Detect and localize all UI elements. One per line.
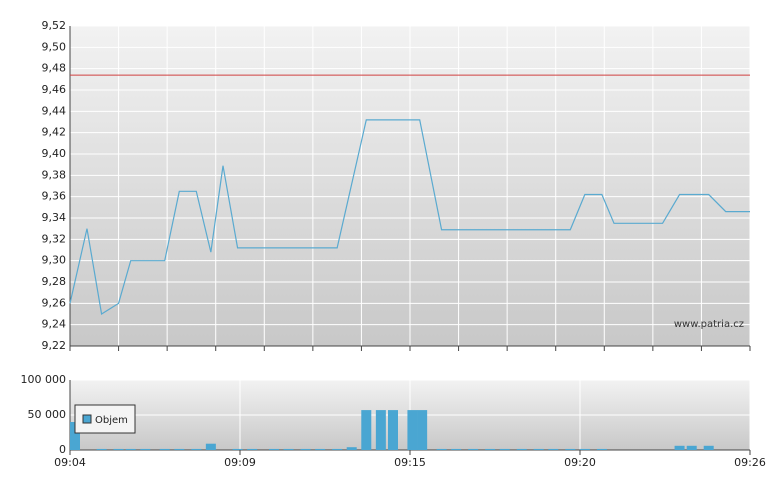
watermark: www.patria.cz <box>674 319 744 330</box>
y-tick-label: 9,34 <box>42 211 67 224</box>
volume-bar <box>70 422 80 450</box>
volume-bar <box>516 448 527 450</box>
y-tick-label: 9,36 <box>42 190 67 203</box>
x-tick-label: 09:26 <box>734 456 766 469</box>
volume-bar <box>388 410 398 450</box>
y-tick-label: 9,50 <box>42 40 67 53</box>
x-tick-label: 09:09 <box>224 456 256 469</box>
volume-bar <box>269 448 279 450</box>
y-tick-label: 9,46 <box>42 83 67 96</box>
volume-bar <box>485 448 496 450</box>
volume-bar <box>205 443 216 450</box>
volume-bar <box>407 410 418 450</box>
volume-bar <box>361 410 372 450</box>
y-tick-label: 9,44 <box>42 104 67 117</box>
volume-bar <box>375 410 386 450</box>
y-tick-label: 9,30 <box>42 254 67 267</box>
volume-bar <box>565 448 576 450</box>
volume-bar <box>548 448 559 450</box>
y-tick-label: 50 000 <box>28 408 67 421</box>
volume-bar <box>346 447 357 450</box>
volume-bar <box>468 448 479 450</box>
volume-bar <box>232 448 243 450</box>
volume-bar <box>417 410 428 450</box>
volume-bar <box>499 448 510 450</box>
y-tick-label: 9,40 <box>42 147 67 160</box>
y-tick-label: 9,28 <box>42 275 67 288</box>
volume-bar <box>174 448 185 450</box>
volume-bar <box>96 448 107 450</box>
volume-bar <box>674 445 685 450</box>
y-tick-label: 9,22 <box>42 339 67 352</box>
legend-label: Objem <box>95 415 128 426</box>
x-tick-label: 09:15 <box>394 456 426 469</box>
volume-bar <box>451 448 462 450</box>
volume-bar <box>332 448 343 450</box>
y-tick-label: 9,52 <box>42 19 67 32</box>
volume-bar <box>125 448 136 450</box>
volume-bar <box>579 448 590 450</box>
volume-bar <box>596 448 607 450</box>
x-tick-label: 09:20 <box>564 456 596 469</box>
y-tick-label: 9,48 <box>42 62 67 75</box>
volume-bar <box>315 448 326 450</box>
y-tick-label: 9,38 <box>42 168 67 181</box>
y-tick-label: 100 000 <box>21 373 67 386</box>
volume-bar <box>247 448 258 450</box>
y-tick-label: 9,32 <box>42 232 67 245</box>
volume-bar <box>436 448 447 450</box>
y-tick-label: 9,42 <box>42 126 67 139</box>
y-tick-label: 9,24 <box>42 318 67 331</box>
volume-bar <box>159 448 170 450</box>
y-tick-label: 0 <box>59 443 66 456</box>
volume-bar <box>283 448 294 450</box>
volume-bar <box>140 448 151 450</box>
y-tick-label: 9,26 <box>42 296 67 309</box>
volume-bar <box>686 445 697 450</box>
volume-bar <box>191 448 202 450</box>
volume-bar <box>300 448 311 450</box>
volume-bar <box>533 448 544 450</box>
x-tick-label: 09:04 <box>54 456 86 469</box>
volume-bar <box>703 445 714 450</box>
price-line <box>69 119 750 315</box>
volume-bar <box>113 448 124 450</box>
legend-swatch <box>82 414 92 424</box>
